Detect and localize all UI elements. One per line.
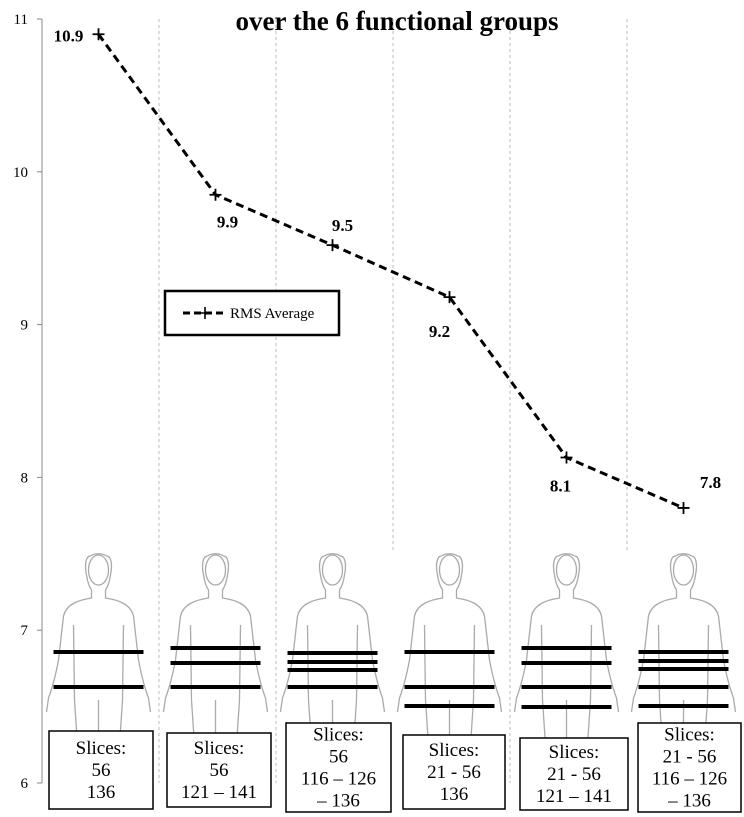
y-tick-label: 11 <box>14 12 28 28</box>
slice-range-label: 116 – 126 <box>652 769 727 790</box>
series-line <box>97 33 685 510</box>
legend-label: RMS Average <box>230 306 315 322</box>
data-point-marker <box>677 501 690 514</box>
slice-box-frame <box>48 730 154 810</box>
legend-marker <box>199 307 211 319</box>
body-outline <box>162 553 269 761</box>
data-point-marker <box>92 28 105 41</box>
head-outline <box>87 554 110 586</box>
data-label: 9.5 <box>332 216 353 235</box>
slice-box-heading: Slices: <box>76 738 127 759</box>
data-point-marker <box>560 451 573 464</box>
body-figure <box>630 553 737 761</box>
body-figure <box>162 553 269 761</box>
slice-range-label: 56 <box>210 760 229 781</box>
slice-range-label: 56 <box>329 747 348 768</box>
slice-box-frame <box>402 734 506 810</box>
head-outline <box>321 554 344 586</box>
slice-box-heading: Slices: <box>313 725 364 746</box>
y-tick-label: 6 <box>21 776 29 792</box>
body-outline <box>279 553 386 761</box>
data-point-marker <box>443 291 456 304</box>
y-axis: 6 7 8 9 10 11 <box>13 12 43 792</box>
y-tick-label: 9 <box>21 318 29 334</box>
slice-range-label: 136 <box>87 782 116 803</box>
slice-range-label: – 136 <box>667 791 711 812</box>
slice-range-label: 21 - 56 <box>547 764 601 785</box>
slice-box-frame <box>637 722 742 813</box>
body-outline <box>45 553 152 761</box>
data-label: 7.8 <box>700 473 721 492</box>
data-label: 10.9 <box>54 26 84 45</box>
slice-range-label: – 136 <box>316 791 360 812</box>
body-figures <box>45 553 737 761</box>
y-tick-label: 10 <box>13 165 28 181</box>
body-figure <box>45 553 152 761</box>
slice-box-frame <box>285 722 392 813</box>
slice-range-label: 121 – 141 <box>536 786 612 807</box>
slice-range-label: 116 – 126 <box>301 769 376 790</box>
slice-box-heading: Slices: <box>194 738 245 759</box>
y-tick-label: 7 <box>21 623 29 639</box>
body-figure <box>396 553 503 761</box>
slice-box-heading: Slices: <box>549 742 600 763</box>
slice-box-heading: Slices: <box>664 725 715 746</box>
body-outline <box>396 553 503 761</box>
data-point-marker <box>209 188 222 201</box>
head-outline <box>555 554 578 586</box>
slice-box-frame <box>519 737 629 811</box>
head-outline <box>204 554 227 586</box>
group-separators <box>158 19 628 783</box>
slice-box-frame <box>166 732 272 808</box>
body-figure <box>513 553 620 761</box>
data-point-marker <box>326 239 339 252</box>
body-figure <box>279 553 386 761</box>
slice-range-label: 21 - 56 <box>427 762 481 783</box>
slice-box-heading: Slices: <box>429 740 480 761</box>
data-label: 9.2 <box>429 322 450 341</box>
slice-range-label: 56 <box>92 760 111 781</box>
legend: RMS Average <box>163 289 341 337</box>
data-label: 8.1 <box>550 477 571 496</box>
head-outline <box>438 554 461 586</box>
y-tick-label: 8 <box>21 470 29 486</box>
slice-range-label: 136 <box>440 784 469 805</box>
body-outline <box>513 553 620 761</box>
data-label: 9.9 <box>217 213 238 232</box>
chart-title: over the 6 functional groups <box>235 6 558 36</box>
series-rms-average: 10.9 9.9 9.5 9.2 8.1 7.8 <box>54 26 721 514</box>
slice-range-label: 21 - 56 <box>663 747 717 768</box>
body-outline <box>630 553 737 761</box>
slice-range-label: 121 – 141 <box>181 782 257 803</box>
head-outline <box>672 554 695 586</box>
